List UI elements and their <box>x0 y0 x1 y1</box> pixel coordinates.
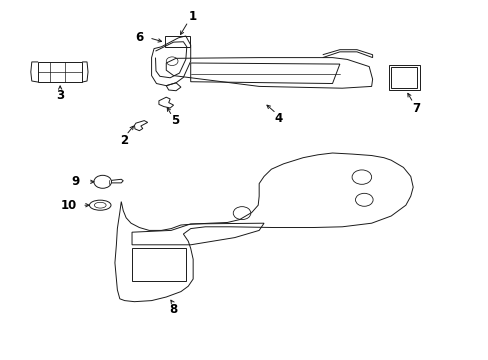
Text: 1: 1 <box>189 10 197 23</box>
Text: 7: 7 <box>412 102 420 114</box>
Text: 2: 2 <box>120 134 127 147</box>
Text: 3: 3 <box>56 89 64 102</box>
Text: 6: 6 <box>135 31 143 44</box>
Text: 9: 9 <box>72 175 80 188</box>
Text: 8: 8 <box>169 303 177 316</box>
Text: 4: 4 <box>274 112 282 125</box>
Text: 5: 5 <box>171 114 179 127</box>
Text: 10: 10 <box>60 199 77 212</box>
